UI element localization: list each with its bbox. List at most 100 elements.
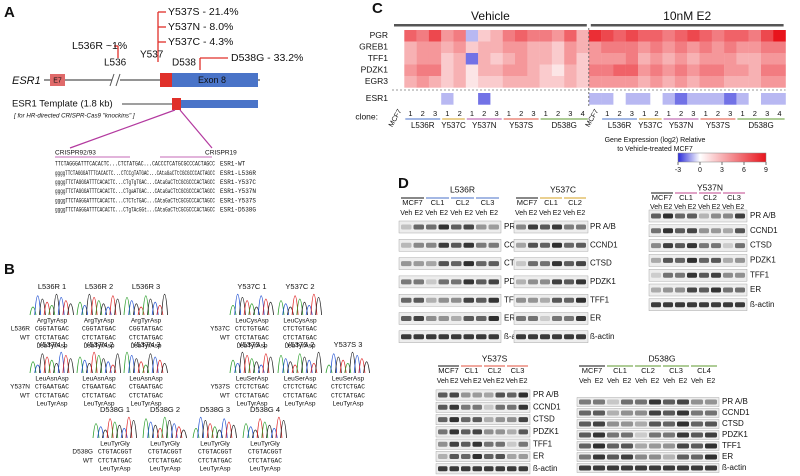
blot-band — [651, 272, 661, 278]
blot-strip — [513, 330, 589, 343]
blot-strip — [648, 239, 748, 252]
blot-band — [649, 432, 661, 438]
heatmap-cell — [687, 76, 700, 88]
heatmap-cell — [773, 76, 786, 88]
control-label: MCF7 — [388, 108, 404, 128]
blot-protein: ß-actin — [722, 463, 746, 472]
blot-band — [564, 316, 574, 321]
heatmap-cell — [564, 64, 577, 77]
wt-seq: CTCTATGAC — [198, 458, 232, 465]
heatmap-cell — [416, 30, 430, 42]
heatmap-cell — [699, 93, 712, 105]
heatmap-cell — [515, 64, 528, 77]
heatmap-cell — [650, 41, 663, 54]
exon-label: Exon 8 — [198, 75, 226, 85]
blot-band — [476, 242, 487, 248]
blot-band — [675, 243, 685, 249]
chromatogram-peak — [130, 420, 137, 439]
blot-band — [449, 441, 459, 447]
mutant-seq: CTGTACGGT — [198, 449, 232, 456]
blot-band — [621, 421, 633, 427]
group-label: Y537S — [509, 121, 533, 130]
blot-band — [651, 228, 661, 234]
chromatogram-peak — [315, 297, 322, 316]
blot-band — [476, 297, 487, 303]
blot-band — [735, 228, 745, 234]
chromatogram-peak — [192, 428, 200, 439]
blot-mutant: Y537S — [482, 353, 508, 363]
blot-band — [687, 287, 697, 293]
residue-label: L536 — [104, 58, 127, 69]
blot-group: MCF7 — [517, 198, 537, 207]
blot-strip — [648, 224, 748, 238]
blot-band — [451, 279, 462, 285]
colorbar-tick-label: 9 — [764, 167, 768, 174]
blot-band — [576, 261, 586, 267]
heatmap-cell — [527, 41, 540, 54]
clone-label: 2 — [556, 109, 560, 118]
row-label: L536R — [11, 326, 30, 333]
blot-group: CL2 — [456, 198, 470, 207]
wt-seq: CTCTATGAC — [129, 393, 163, 400]
blot-protein: PR A/B — [533, 390, 559, 399]
wt-aa: LeuTyrAsp — [284, 401, 315, 408]
blot-protein: ER — [533, 452, 544, 461]
blot-band — [675, 213, 685, 219]
blot-lane: Veh — [400, 210, 412, 217]
mutant-seq: CTGTACGGT — [248, 449, 282, 456]
blot-band — [564, 224, 574, 230]
clone-label: 2 — [519, 109, 523, 118]
blot-group: CL3 — [511, 366, 525, 375]
wt-aa: LeuTyrAsp — [83, 401, 114, 408]
colorbar-label: Gene Expression (log2) Relative — [605, 137, 706, 144]
blot-protein: ß-actin — [590, 332, 614, 341]
chromatogram-peak — [310, 363, 318, 374]
blot-band — [413, 224, 424, 230]
blot-lane: Veh — [722, 204, 734, 211]
blot-band — [401, 297, 412, 303]
heatmap-cell — [453, 93, 466, 105]
blot-band — [495, 417, 505, 423]
heatmap-cell — [539, 93, 553, 105]
template — [172, 98, 181, 110]
blot-band — [635, 432, 647, 438]
blot-lane: E2 — [450, 378, 459, 385]
blot-protein: CCND1 — [590, 240, 618, 249]
heatmap-cell — [490, 93, 503, 105]
blot-band — [564, 334, 574, 340]
heatmap-cell — [502, 64, 516, 77]
mutant-aa: LeuAsnAsp — [35, 376, 69, 383]
wt-seq: CTCTATGAC — [331, 393, 365, 400]
sequence: TTCTAGGGATTTCACACTC...CTCTATGAC...CACCCT… — [55, 161, 215, 168]
blot-band — [723, 243, 733, 249]
blot-band — [438, 261, 449, 267]
blot-protein: TFF1 — [590, 295, 610, 304]
chromatogram-peak — [67, 358, 74, 374]
heatmap-cell — [687, 64, 700, 77]
blot-band — [451, 224, 462, 230]
blot-band — [593, 465, 605, 471]
blot-band — [472, 417, 482, 423]
blot-band — [413, 334, 424, 340]
blot-band — [552, 261, 562, 267]
blot-strip — [398, 312, 502, 325]
heatmap-cell — [625, 93, 639, 105]
blot-band — [593, 432, 605, 438]
blot-band — [663, 287, 673, 293]
wt-aa: LeuTyrAsp — [36, 401, 67, 408]
wt-aa: LeuTyrAsp — [284, 343, 315, 350]
blot-band — [593, 399, 605, 405]
group-label: Y537C — [441, 121, 466, 130]
blot-band — [663, 410, 675, 416]
blot-band — [472, 441, 482, 447]
heatmap-cell — [576, 64, 589, 77]
clone-label: 1 — [605, 109, 609, 118]
heatmap-cell — [441, 64, 454, 77]
heatmap-cell — [699, 64, 712, 77]
blot-group: CL3 — [669, 366, 683, 375]
blot-strip — [513, 239, 589, 252]
blot-band — [449, 429, 459, 435]
blot-band — [484, 441, 494, 447]
blot-band — [675, 257, 685, 263]
heatmap-cell — [588, 93, 602, 105]
